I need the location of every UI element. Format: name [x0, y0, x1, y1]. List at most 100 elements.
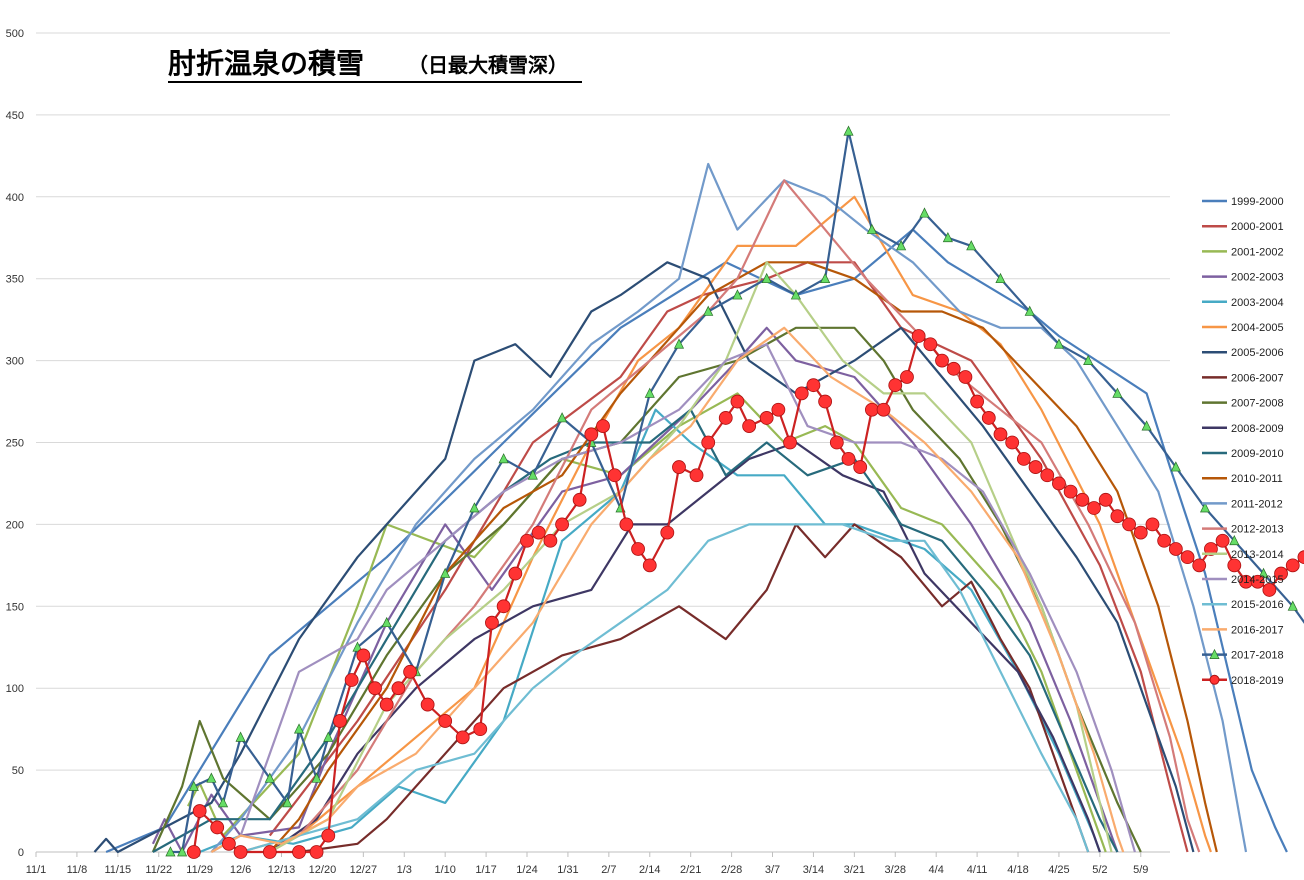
data-point: [221, 836, 236, 851]
series-2016-2017: [210, 326, 1125, 853]
x-tick-label: 12/20: [309, 864, 337, 876]
data-point: [1215, 533, 1230, 548]
legend-entry: 2001-2002: [1202, 246, 1284, 258]
y-tick-label: 0: [18, 847, 24, 859]
data-point: [206, 772, 217, 783]
data-point: [1087, 501, 1101, 515]
data-point: [820, 272, 831, 284]
data-point: [555, 517, 569, 532]
data-point: [210, 820, 225, 835]
chart-title-text: 肘折温泉の積雪: [168, 47, 364, 80]
data-point: [1192, 558, 1207, 573]
data-point: [790, 289, 801, 300]
legend-label: 2008-2009: [1231, 423, 1284, 435]
data-point: [1258, 567, 1269, 578]
series-line: [240, 195, 1212, 854]
data-point: [970, 394, 985, 409]
x-tick-label: 2/7: [601, 864, 616, 876]
data-point: [1075, 492, 1090, 507]
data-point: [1005, 435, 1020, 450]
data-point: [771, 402, 786, 417]
data-point: [1157, 533, 1172, 548]
series-2005-2006: [93, 261, 1195, 854]
x-tick-label: 4/11: [967, 864, 988, 876]
data-point: [1285, 558, 1300, 573]
data-point: [1227, 558, 1242, 573]
data-point: [455, 730, 470, 745]
series-2013-2014: [269, 261, 1113, 853]
data-point: [1053, 338, 1065, 349]
data-point: [282, 797, 293, 808]
data-point: [381, 616, 392, 628]
legend-entry: 2017-2018: [1202, 648, 1284, 662]
x-tick-label: 12/27: [350, 864, 378, 876]
x-tick-label: 1/3: [397, 864, 412, 876]
data-point: [440, 567, 451, 578]
legend-entry: 2000-2001: [1202, 221, 1284, 233]
data-point: [520, 533, 534, 548]
data-point: [572, 492, 587, 507]
legend-label: 2009-2010: [1231, 448, 1284, 460]
legend-entry: 2013-2014: [1202, 549, 1284, 561]
data-point: [1063, 484, 1078, 499]
data-point: [584, 427, 599, 442]
data-point: [946, 361, 961, 376]
legend-label: 2016-2017: [1231, 624, 1284, 636]
data-point: [192, 804, 207, 818]
x-tick-label: 2/28: [721, 864, 742, 876]
data-point: [403, 664, 418, 679]
legend-label: 2018-2019: [1231, 675, 1284, 687]
legend-label: 2001-2002: [1231, 246, 1284, 258]
series-line: [199, 408, 1101, 854]
legend-marker: [1209, 674, 1220, 685]
legend-label: 2012-2013: [1231, 524, 1284, 536]
x-axis: 11/1 11/8 11/15 11/22 11/29 12/6 12/13 12/20 12/…: [26, 851, 1170, 876]
series-line: [268, 261, 1189, 853]
x-tick-label: 11/8: [67, 864, 88, 876]
legend-entry: 1999-2000: [1202, 196, 1284, 208]
data-point: [596, 419, 610, 434]
data-point: [438, 714, 453, 728]
data-point: [866, 223, 877, 234]
data-point: [923, 337, 938, 352]
y-tick-label: 150: [6, 601, 24, 613]
data-point: [1028, 460, 1043, 474]
chart-title: 肘折温泉の積雪 （日最大積雪深）: [168, 47, 582, 83]
data-point: [311, 772, 322, 783]
data-point: [1229, 534, 1240, 546]
data-point: [292, 845, 306, 859]
data-point: [1112, 387, 1123, 398]
data-point: [235, 731, 246, 742]
legend-entry: 2008-2009: [1202, 423, 1284, 435]
series-2014-2015: [210, 343, 1136, 853]
series-2006-2007: [298, 523, 1090, 854]
y-axis: 0 50 100 150 200 250 300 350 400 450 500: [6, 28, 24, 859]
data-point: [165, 846, 176, 857]
series-2000-2001: [268, 261, 1189, 853]
x-tick-label: 2/14: [639, 864, 660, 876]
data-point: [900, 370, 914, 384]
y-tick-label: 50: [12, 765, 24, 777]
legend-entry: 2015-2016: [1202, 599, 1284, 611]
data-point: [759, 411, 774, 425]
data-point: [485, 615, 499, 630]
data-point: [356, 648, 371, 663]
data-point: [233, 845, 248, 859]
data-point: [1170, 461, 1181, 472]
data-point: [1287, 600, 1298, 611]
data-point: [352, 641, 363, 652]
data-point: [935, 353, 949, 368]
series-line: [269, 441, 1101, 853]
x-tick-label: 5/2: [1092, 864, 1107, 876]
legend-entry: 2012-2013: [1202, 524, 1284, 536]
x-tick-label: 3/7: [765, 864, 780, 876]
data-point: [701, 435, 716, 450]
data-point: [323, 731, 334, 742]
data-point: [1024, 305, 1035, 316]
legend-entry: 2004-2005: [1202, 322, 1284, 334]
legend-marker: [1209, 648, 1220, 659]
x-tick-label: 11/1: [26, 864, 47, 876]
data-point: [1083, 354, 1094, 365]
legend-label: 2017-2018: [1231, 650, 1284, 662]
legend: 1999-2000 2000-2001 2001-2002 2002-2003 2003…: [1202, 196, 1284, 687]
